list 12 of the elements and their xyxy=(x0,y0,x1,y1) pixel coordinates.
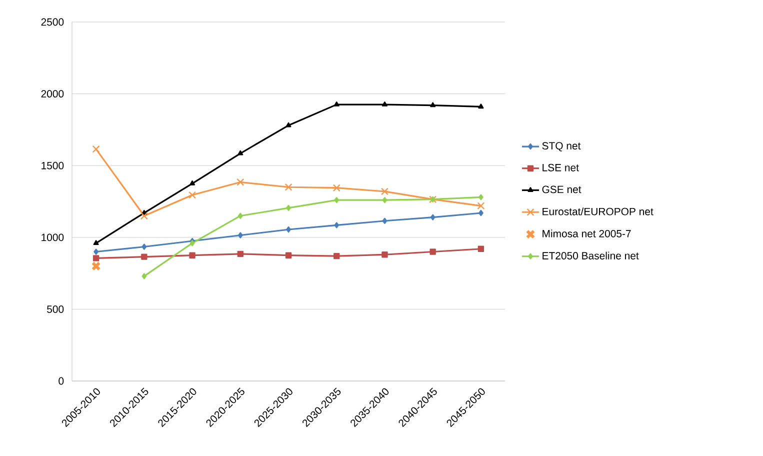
legend-label: Eurostat/EUROPOP net xyxy=(542,208,654,216)
y-tick-label: 1500 xyxy=(42,162,64,170)
legend-label: ET2050 Baseline net xyxy=(542,252,639,260)
y-tick-label: 2500 xyxy=(41,18,64,26)
legend-label: Mimosa net 2005-7 xyxy=(542,230,631,238)
y-tick-label: 2000 xyxy=(41,90,64,98)
y-tick-label: 1000 xyxy=(42,234,64,242)
legend-label: GSE net xyxy=(542,186,582,194)
legend-label: LSE net xyxy=(542,164,579,172)
legend-label: STQ net xyxy=(542,142,581,152)
y-tick-label: 0 xyxy=(58,377,64,385)
y-tick-label: 500 xyxy=(47,306,64,313)
